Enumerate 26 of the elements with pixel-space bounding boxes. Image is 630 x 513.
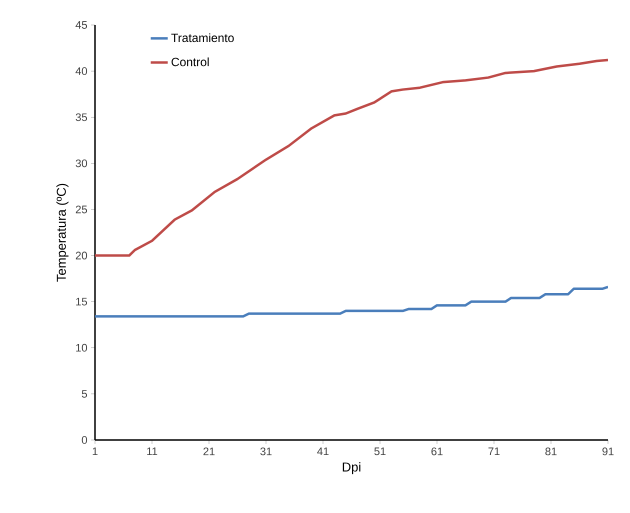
- y-tick-label: 45: [76, 21, 88, 29]
- x-tick-label: 1: [92, 448, 98, 456]
- x-axis-title: Dpi: [342, 462, 360, 474]
- y-tick-label: 30: [76, 159, 88, 168]
- y-tick-label: 40: [76, 67, 88, 75]
- y-axis-title: Temperatura (ºC): [56, 184, 68, 282]
- x-tick-label: 51: [374, 448, 386, 456]
- y-tick-label: 5: [82, 390, 88, 398]
- x-tick-label: 21: [203, 448, 215, 456]
- legend-label: Tratamiento: [171, 33, 234, 42]
- legend-label: Control: [172, 57, 209, 66]
- y-tick-label: 35: [76, 113, 88, 122]
- x-tick-label: 81: [545, 448, 557, 456]
- y-tick-label: 15: [76, 298, 88, 306]
- y-tick-label: 0: [82, 436, 88, 444]
- y-tick-label: 10: [76, 344, 88, 352]
- x-tick-label: 91: [602, 448, 614, 456]
- y-tick-label: 25: [76, 206, 88, 214]
- x-tick-label: 71: [488, 448, 500, 456]
- x-tick-label: 61: [431, 448, 443, 456]
- x-tick-label: 31: [260, 448, 272, 456]
- y-tick-label: 20: [76, 252, 88, 260]
- x-tick-label: 41: [317, 448, 329, 456]
- x-tick-label: 11: [147, 448, 158, 456]
- line-series: [95, 58, 608, 257]
- line-series: [95, 286, 608, 318]
